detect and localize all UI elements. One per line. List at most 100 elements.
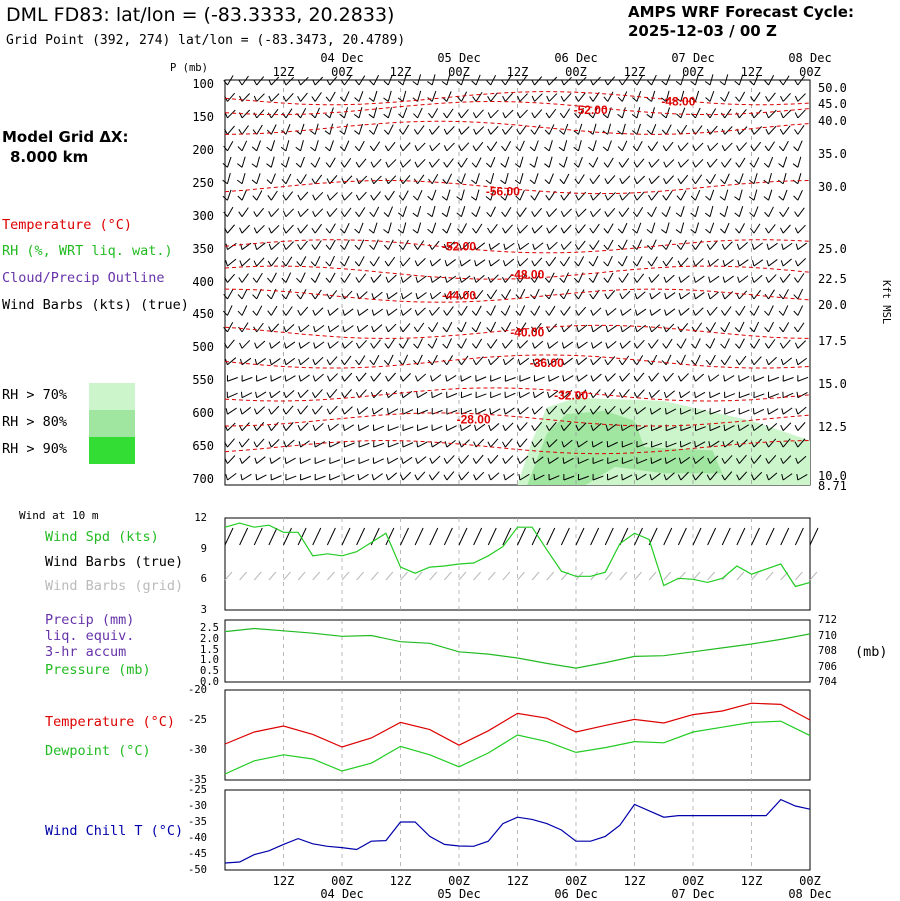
kft-tick-12: 8.71 <box>818 479 847 493</box>
bottom-hour-5: 00Z <box>565 874 587 888</box>
wind-10m-grid-barb <box>810 572 817 580</box>
wind-barb-flag <box>665 408 666 414</box>
bottom-hour-9: 00Z <box>799 874 821 888</box>
kft-tick-4: 30.0 <box>818 180 847 194</box>
windchill-tick--50: -50 <box>188 864 207 876</box>
kft-tick-7: 20.0 <box>818 298 847 312</box>
precip-tick-1: 1.0 <box>200 654 219 666</box>
pressure-tick-550: 550 <box>192 373 214 387</box>
top-hour-5: 00Z <box>565 65 587 79</box>
top-hour-1: 00Z <box>331 65 353 79</box>
wind-barb-flag <box>563 458 564 464</box>
wind-barb-flag <box>241 392 242 398</box>
bottom-date-0: 04 Dec <box>320 887 363 901</box>
kft-tick-3: 35.0 <box>818 147 847 161</box>
pressure-tick-708: 708 <box>818 645 837 657</box>
bottom-hour-0: 12Z <box>273 874 295 888</box>
wind-barb-flag <box>549 375 550 381</box>
windchill-tick--45: -45 <box>188 848 207 860</box>
pressure-tick-350: 350 <box>192 242 214 256</box>
precip-tick-0.5: 0.5 <box>200 665 219 677</box>
top-hour-2: 12Z <box>390 65 412 79</box>
wind-speed-tick-6: 6 <box>201 573 207 585</box>
temperature-contour-label: -28.00 <box>457 412 491 426</box>
pressure-tick-704: 704 <box>818 676 837 688</box>
wind-barb-flag <box>358 425 359 431</box>
wind-barb-flag <box>739 375 740 381</box>
pressure-tick-650: 650 <box>192 439 214 453</box>
bottom-hour-3: 00Z <box>448 874 470 888</box>
temperature-contour-label: -36.00 <box>530 356 564 370</box>
wind-barb-flag <box>622 474 623 480</box>
bottom-hour-1: 00Z <box>331 874 353 888</box>
windchill-tick--40: -40 <box>188 832 207 844</box>
pressure-tick-150: 150 <box>192 110 214 124</box>
temperature-contour-label: -52.00 <box>574 103 608 117</box>
windchill-tick--35: -35 <box>188 816 207 828</box>
pressure-tick-250: 250 <box>192 176 214 190</box>
top-date-3: 07 Dec <box>671 51 714 65</box>
bottom-hour-6: 12Z <box>624 874 646 888</box>
temperature-contour-label: -44.00 <box>442 289 476 303</box>
temperature-contour-label: -56.00 <box>486 185 520 199</box>
top-hour-9: 00Z <box>799 65 821 79</box>
pressure-tick-100: 100 <box>192 77 214 91</box>
temp-tick--30: -30 <box>188 744 207 756</box>
pressure-tick-300: 300 <box>192 209 214 223</box>
bottom-date-3: 07 Dec <box>671 887 714 901</box>
temp-tick--25: -25 <box>188 714 207 726</box>
top-hour-8: 12Z <box>741 65 763 79</box>
top-date-2: 06 Dec <box>554 51 597 65</box>
wind-barb-flag <box>417 441 418 447</box>
wind-barb-flag <box>519 392 520 398</box>
kft-tick-5: 25.0 <box>818 242 847 256</box>
pressure-tick-200: 200 <box>192 143 214 157</box>
kft-tick-2: 40.0 <box>818 114 847 128</box>
top-date-1: 05 Dec <box>437 51 480 65</box>
bottom-date-1: 05 Dec <box>437 887 480 901</box>
top-date-0: 04 Dec <box>320 51 363 65</box>
bottom-date-4: 08 Dec <box>788 887 831 901</box>
wind-speed-tick-3: 3 <box>201 604 207 616</box>
bottom-hour-8: 12Z <box>741 874 763 888</box>
precip-tick-1.5: 1.5 <box>200 644 219 656</box>
top-date-4: 08 Dec <box>788 51 831 65</box>
temperature-contour-label: -48.00 <box>510 268 544 282</box>
precip-tick-2: 2.0 <box>200 633 219 645</box>
wind-speed-tick-12: 12 <box>194 512 207 524</box>
temperature-contour-label: -32.00 <box>554 389 588 403</box>
bottom-hour-7: 00Z <box>682 874 704 888</box>
pressure-tick-500: 500 <box>192 340 214 354</box>
top-hour-0: 12Z <box>273 65 295 79</box>
temperature-contour-label: -52.00 <box>442 239 476 253</box>
bottom-date-2: 06 Dec <box>554 887 597 901</box>
top-hour-4: 12Z <box>507 65 529 79</box>
top-hour-3: 00Z <box>448 65 470 79</box>
wind-barb-flag <box>461 375 462 381</box>
kft-tick-10: 12.5 <box>818 420 847 434</box>
kft-tick-9: 15.0 <box>818 377 847 391</box>
pressure-tick-710: 710 <box>818 630 837 642</box>
wind-10m-barb <box>810 528 818 545</box>
wind-barb-flag <box>344 474 345 480</box>
pressure-tick-600: 600 <box>192 406 214 420</box>
windchill-tick--30: -30 <box>188 800 207 812</box>
temp-tick--20: -20 <box>188 684 207 696</box>
wind-barb-flag <box>534 474 535 480</box>
bottom-hour-2: 12Z <box>390 874 412 888</box>
top-hour-6: 12Z <box>624 65 646 79</box>
pressure-tick-712: 712 <box>818 614 837 626</box>
wind-barb-flag <box>446 425 447 431</box>
pressure-tick-700: 700 <box>192 472 214 486</box>
windchill-tick--25: -25 <box>188 784 207 796</box>
pressure-tick-706: 706 <box>818 661 837 673</box>
wind-barb-flag <box>256 474 257 480</box>
kft-tick-6: 22.5 <box>818 272 847 286</box>
top-hour-7: 00Z <box>682 65 704 79</box>
pressure-tick-450: 450 <box>192 307 214 321</box>
kft-tick-8: 17.5 <box>818 334 847 348</box>
temperature-contour-label: -48.00 <box>661 94 695 108</box>
wind-speed-tick-9: 9 <box>201 543 207 555</box>
kft-tick-0: 50.0 <box>818 81 847 95</box>
